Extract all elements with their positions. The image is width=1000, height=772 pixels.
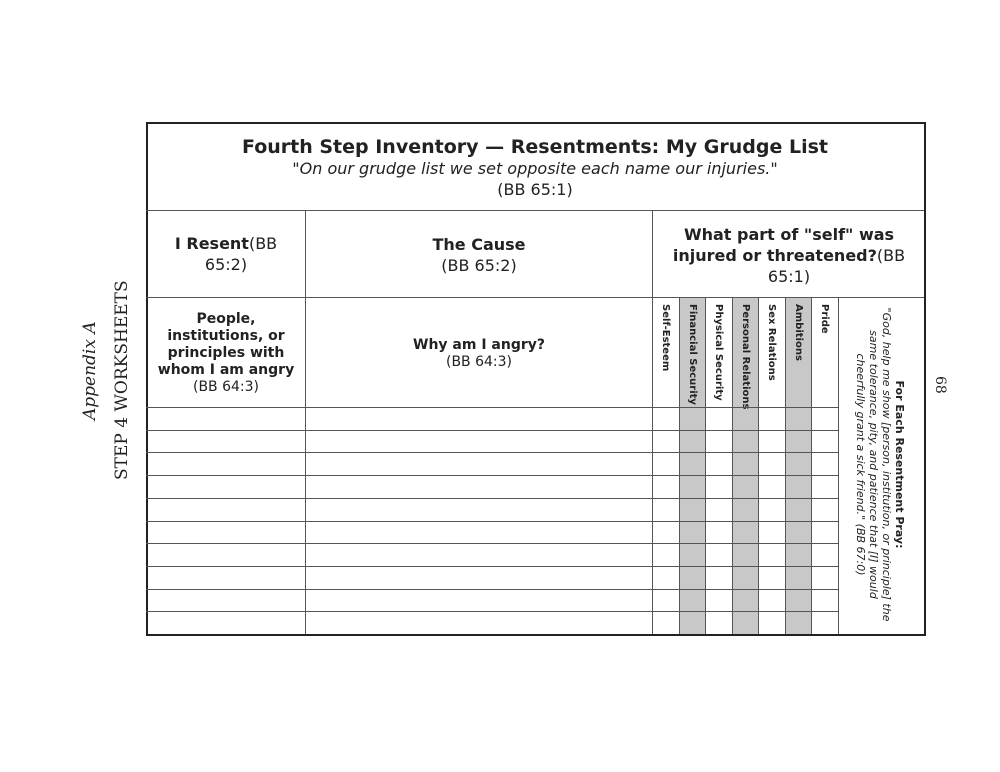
table-row-line: [146, 565, 838, 567]
column-divider: [838, 297, 839, 634]
self-column-label: Pride: [819, 304, 830, 334]
self-column-label: Ambitions: [793, 304, 804, 361]
header-self-part: What part of "self" was injured or threa…: [672, 225, 906, 286]
column-divider: [785, 297, 786, 634]
prayer-text: For Each Resentment Pray: "God, help me s…: [854, 307, 906, 622]
column-divider: [679, 297, 680, 634]
header-i-resent: I Resent(BB 65:2): [174, 234, 278, 274]
table-row-line: [146, 611, 838, 613]
column-divider: [758, 297, 759, 634]
column-divider: [652, 210, 653, 634]
appendix-label: Appendix A: [80, 321, 100, 420]
table-row-line: [146, 588, 838, 590]
worksheet-quote: "On our grudge list we set opposite each…: [292, 159, 778, 178]
section-label: STEP 4 WORKSHEETS: [112, 280, 132, 480]
table-row-line: [146, 452, 838, 454]
page-number: 68: [932, 376, 948, 394]
column-divider: [732, 297, 733, 634]
table-row-line: [146, 543, 838, 545]
table-row-line: [146, 497, 838, 499]
worksheet-ref: (BB 65:1): [497, 180, 573, 199]
table-row-line: [146, 407, 838, 408]
subheader-people: People, institutions, or principles with…: [157, 311, 295, 395]
self-column-label: Self-Esteem: [660, 304, 671, 372]
self-column-label: Personal Relations: [740, 304, 751, 410]
self-column-label: Financial Security: [687, 304, 698, 405]
shaded-column: [785, 297, 811, 634]
shaded-column: [679, 297, 705, 634]
shaded-column: [732, 297, 758, 634]
divider: [146, 297, 924, 298]
table-row-line: [146, 429, 838, 431]
column-divider: [811, 297, 812, 634]
self-column-label: Physical Security: [713, 304, 724, 401]
table-border: [146, 122, 926, 636]
divider: [146, 210, 924, 211]
subheader-why-angry: Why am I angry? (BB 64:3): [413, 337, 545, 370]
table-row-line: [146, 475, 838, 477]
table-row-line: [146, 520, 838, 522]
column-divider: [305, 210, 306, 634]
column-divider: [705, 297, 706, 634]
header-the-cause: The Cause (BB 65:2): [432, 235, 526, 275]
worksheet-title: Fourth Step Inventory — Resentments: My …: [241, 136, 828, 158]
self-column-label: Sex Relations: [766, 304, 777, 381]
